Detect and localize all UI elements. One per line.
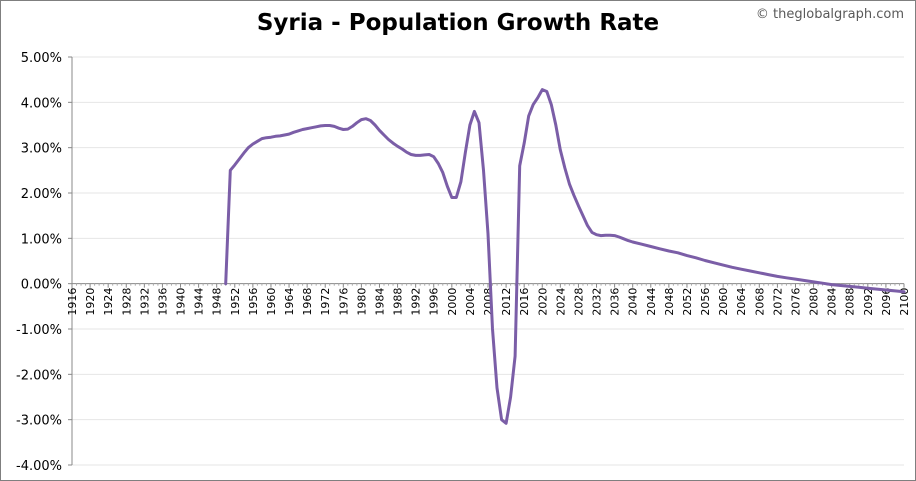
x-tick-label: 1968 (301, 288, 314, 316)
x-tick-label: 1992 (410, 288, 423, 316)
y-tick-label: -1.00% (16, 323, 62, 338)
x-tick-label: 2060 (717, 288, 730, 316)
x-tick-label: 1928 (120, 288, 133, 316)
x-tick-label: 2036 (609, 288, 622, 316)
y-tick-label: 3.00% (21, 142, 62, 157)
x-tick-label: 2064 (735, 288, 748, 316)
y-tick-label: -2.00% (16, 368, 62, 383)
x-tick-label: 1976 (337, 288, 350, 316)
x-tick-label: 1932 (138, 288, 151, 316)
x-tick-label: 1952 (229, 288, 242, 316)
x-tick-label: 1956 (247, 288, 260, 316)
x-tick-label: 2092 (862, 288, 875, 316)
y-tick-label: -4.00% (16, 459, 62, 474)
y-tick-label: -3.00% (16, 414, 62, 429)
x-tick-label: 2020 (536, 288, 549, 316)
x-tick-label: 2096 (880, 288, 893, 316)
x-tick-label: 2088 (844, 288, 857, 316)
y-tick-label: 1.00% (21, 232, 62, 247)
chart-title: Syria - Population Growth Rate (256, 10, 660, 36)
x-tick-label: 2068 (753, 288, 766, 316)
x-tick-label: 2044 (645, 288, 658, 316)
x-tick-label: 1948 (211, 288, 224, 316)
series-line (224, 88, 906, 425)
x-tick-label: 1988 (392, 288, 405, 316)
x-tick-label: 2024 (554, 288, 567, 316)
x-tick-label: 1916 (66, 288, 79, 316)
x-tick-label: 2000 (446, 288, 459, 316)
watermark: © theglobalgraph.com (755, 7, 904, 22)
y-tick-label: 4.00% (21, 96, 62, 111)
x-tick-label: 2012 (500, 288, 513, 316)
x-tick-label: 2016 (518, 288, 531, 316)
x-tick-label: 1984 (373, 288, 386, 316)
x-tick-label: 2084 (826, 288, 839, 316)
x-tick-label: 1944 (193, 288, 206, 316)
x-tick-label: 1924 (102, 288, 115, 316)
x-tick-label: 1996 (428, 288, 441, 316)
y-tick-label: 2.00% (21, 187, 62, 202)
x-tick-label: 2040 (627, 288, 640, 316)
x-tick-label: 2076 (789, 288, 802, 316)
x-tick-label: 2052 (681, 288, 694, 316)
y-tick-label: 5.00% (21, 51, 62, 66)
x-tick-label: 1920 (84, 288, 97, 316)
x-tick-label: 2004 (464, 288, 477, 316)
x-tick-label: 2032 (591, 288, 604, 316)
y-tick-label: 0.00% (21, 278, 62, 293)
x-tick-label: 1980 (355, 288, 368, 316)
x-tick-label: 1960 (265, 288, 278, 316)
x-tick-label: 2072 (771, 288, 784, 316)
x-tick-label: 2056 (699, 288, 712, 316)
x-tick-label: 1936 (156, 288, 169, 316)
x-tick-label: 2048 (663, 288, 676, 316)
x-tick-label: 2080 (808, 288, 821, 316)
x-tick-label: 2028 (572, 288, 585, 316)
x-tick-label: 1964 (283, 288, 296, 316)
x-tick-label: 2100 (898, 288, 911, 316)
x-tick-label: 1940 (175, 288, 188, 316)
x-tick-label: 1972 (319, 288, 332, 316)
